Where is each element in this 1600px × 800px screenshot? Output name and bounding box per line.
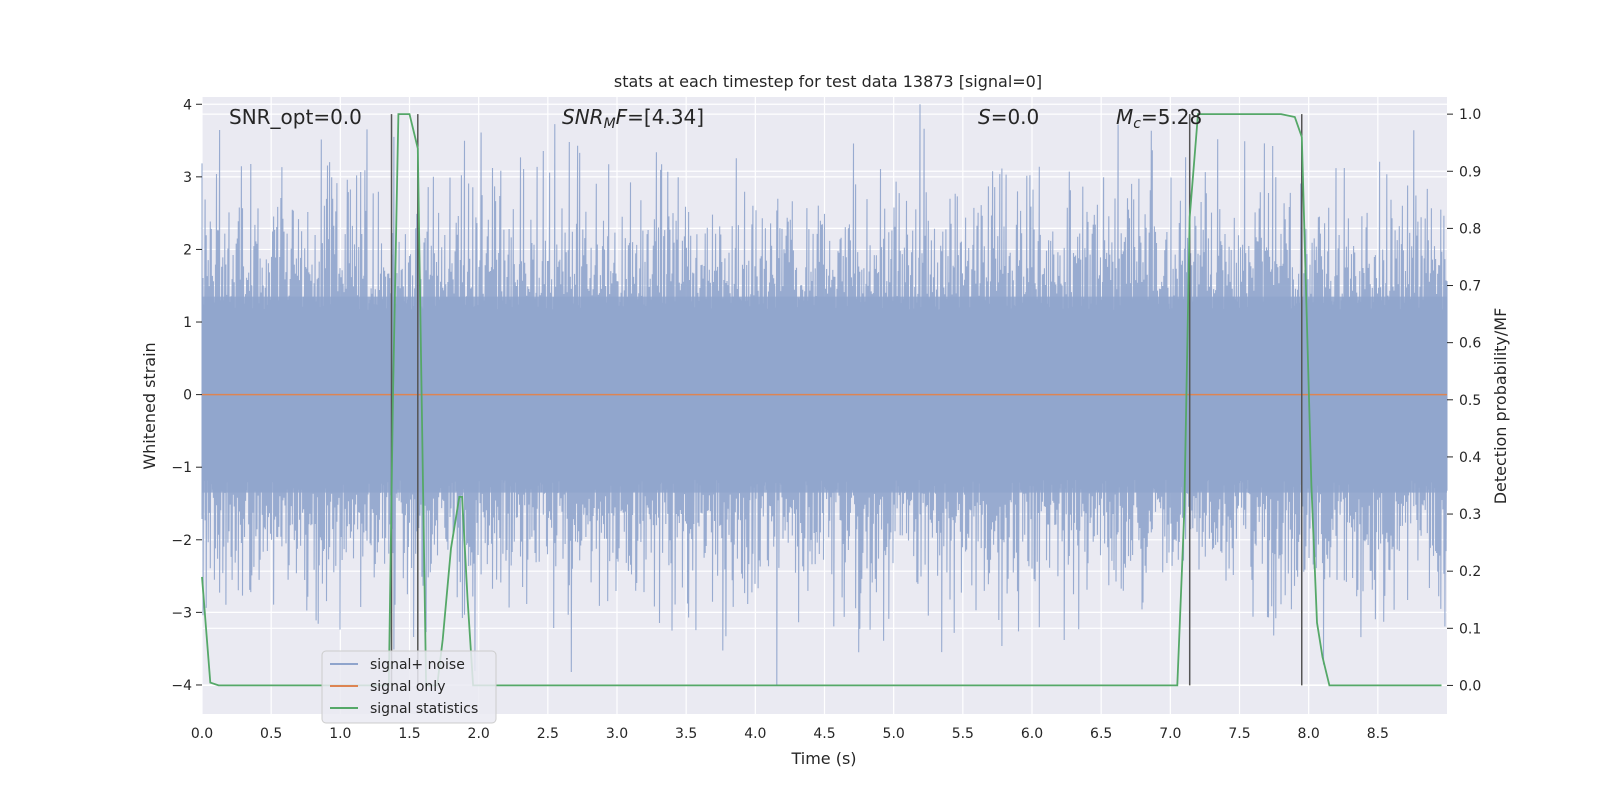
x-axis-ticks: 0.0 0.5 1.0 1.5 2.0 2.5 3.0 3.5 4.0 4.5 5.0 5.5 6.0 6… [191,726,1389,742]
x-axis-label: Time (s) [790,749,856,768]
y-tick-label: 0 [183,388,192,404]
y2-tick-label: 0.9 [1459,164,1481,180]
y-tick-label: 2 [183,242,192,258]
x-tick-label: 1.5 [398,726,420,742]
y-tick-label: −4 [171,678,192,694]
x-tick-label: 0.0 [191,726,213,742]
legend-label-signal-noise: signal+ noise [370,657,465,673]
y-axis-label: Whitened strain [140,342,159,469]
y2-tick-label: 0.2 [1459,564,1481,580]
x-tick-label: 0.5 [260,726,282,742]
y2-tick-label: 0.0 [1459,678,1481,694]
x-tick-label: 5.0 [883,726,905,742]
x-tick-label: 6.5 [1090,726,1112,742]
x-tick-label: 5.5 [952,726,974,742]
y2-tick-label: 0.6 [1459,336,1481,352]
y-tick-label: −1 [171,460,192,476]
annotation-snr-mf: SNRMF=[4.34] [562,105,704,132]
series-signal-statistics [201,113,1442,687]
y2-tick-label: 1.0 [1459,107,1481,123]
x-tick-label: 3.5 [675,726,697,742]
x-tick-label: 3.0 [606,726,628,742]
legend-box [321,650,497,724]
y2-tick-label: 0.5 [1459,393,1481,409]
x-tick-label: 2.0 [468,726,490,742]
y-tick-label: −3 [171,605,192,621]
annotation-mc: Mc=5.28 [1116,105,1202,132]
annotations: SNR_opt=0.0 SNRMF=[4.34] S=0.0 Mc=5.28 [229,105,1202,132]
x-tick-label: 1.0 [329,726,351,742]
y2-tick-label: 0.8 [1459,221,1481,237]
y2-tick-label: 0.4 [1459,450,1481,466]
y2-axis-label: Detection probability/MF [1491,308,1510,505]
annotation-snr-opt: SNR_opt=0.0 [229,105,362,129]
statistics-line [201,113,1442,687]
legend-label-signal-only: signal only [370,679,445,695]
y-tick-label: 3 [183,170,192,186]
x-tick-label: 8.5 [1367,726,1389,742]
x-tick-label: 4.0 [744,726,766,742]
y-tick-label: 1 [183,315,192,331]
y2-tick-label: 0.3 [1459,507,1481,523]
legend-label-signal-statistics: signal statistics [370,701,478,717]
y-tick-label: −2 [171,533,192,549]
x-tick-label: 8.0 [1298,726,1320,742]
x-tick-label: 7.5 [1228,726,1250,742]
x-tick-label: 2.5 [537,726,559,742]
y-axis-ticks: 4 3 2 1 0 −1 −2 −3 −4 [171,97,202,694]
chart-title: stats at each timestep for test data 138… [614,72,1042,91]
y2-tick-label: 0.7 [1459,279,1481,295]
x-tick-label: 7.0 [1159,726,1181,742]
x-tick-label: 6.0 [1021,726,1043,742]
y2-tick-label: 0.1 [1459,621,1481,637]
y-tick-label: 4 [183,97,192,113]
x-tick-label: 4.5 [813,726,835,742]
legend: signal+ noise signal only signal statist… [321,650,497,724]
annotation-s: S=0.0 [978,105,1039,129]
y2-axis-ticks: 1.0 0.9 0.8 0.7 0.6 0.5 0.4 0.3 0.2 0.1 0.0 [1447,107,1481,694]
